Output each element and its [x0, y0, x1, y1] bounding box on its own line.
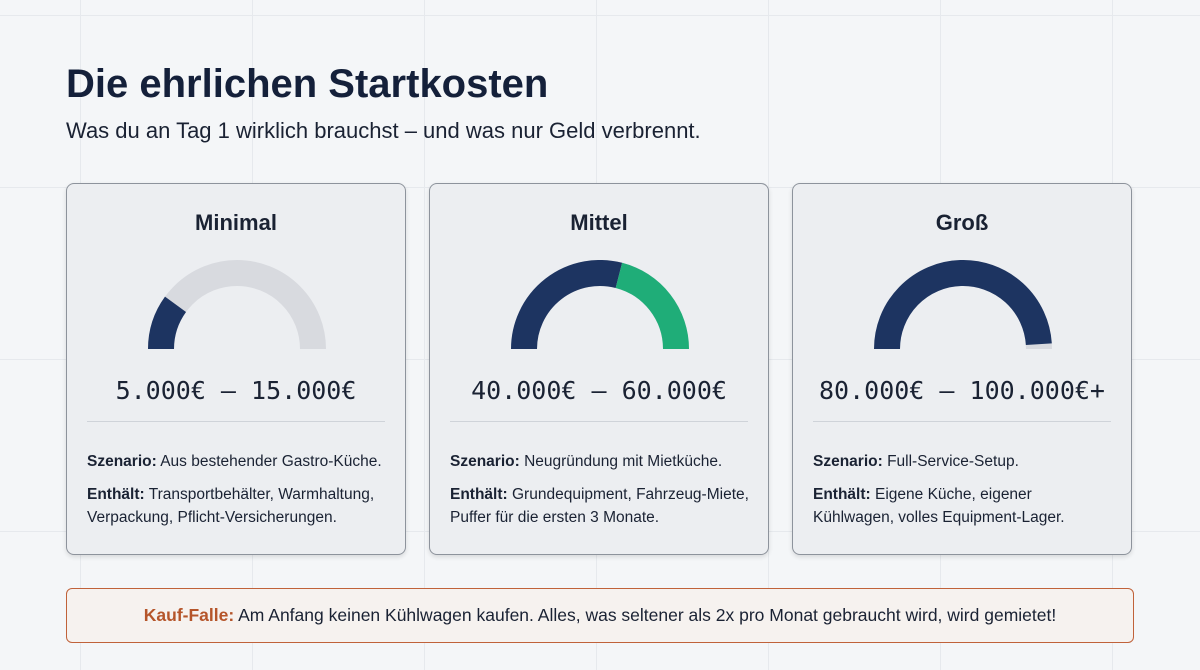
card-title: Minimal — [195, 210, 277, 235]
callout: Kauf-Falle: Am Anfang keinen Kühlwagen k… — [66, 588, 1134, 643]
contents-label: Enthält: — [87, 486, 145, 503]
card-title: Groß — [935, 210, 989, 235]
callout-label: Kauf-Falle: — [143, 605, 235, 625]
scenario-text: Neugründung mit Mietküche. — [524, 453, 723, 470]
scenario-text: Aus bestehender Gastro-Küche. — [160, 453, 382, 470]
scenario-text: Full-Service-Setup. — [887, 453, 1019, 470]
subtitle: Was du an Tag 1 wirklich brauchst – und … — [66, 118, 701, 143]
scenario-label: Szenario: — [450, 453, 520, 470]
contents-text: Grundequipment, Fahrzeug-Miete, Puffer f… — [450, 486, 749, 526]
gauge-segment — [615, 262, 689, 350]
contents-text: Transportbehälter, Warmhaltung, Verpacku… — [87, 486, 375, 526]
gauge — [148, 260, 326, 350]
contents-text: Eigene Küche, eigener Kühlwagen, volles … — [813, 486, 1065, 526]
gauge-segment — [148, 296, 187, 350]
cost-range: 40.000€ – 60.000€ — [471, 376, 727, 405]
contents: Enthält: Transportbehälter, Warmhaltung,… — [87, 483, 389, 529]
title: Die ehrlichen Startkosten — [66, 62, 549, 106]
cost-range: 80.000€ – 100.000€+ — [819, 376, 1105, 405]
contents: Enthält: Grundequipment, Fahrzeug-Miete,… — [450, 483, 752, 529]
scenario: Szenario: Neugründung mit Mietküche. — [450, 450, 752, 473]
scenario: Szenario: Aus bestehender Gastro-Küche. — [87, 450, 389, 473]
divider — [450, 421, 748, 422]
callout-text: Am Anfang keinen Kühlwagen kaufen. Alles… — [238, 605, 1057, 625]
contents-label: Enthält: — [813, 486, 871, 503]
card: Minimal 5.000€ – 15.000€ Szenario: Aus bes… — [66, 183, 406, 555]
card: Mittel 40.000€ – 60.000€ Szenario: Neugrün… — [429, 183, 769, 555]
card: Groß 80.000€ – 100.000€+ Szenario: Full-Se… — [792, 183, 1132, 555]
gauge — [874, 260, 1052, 350]
divider — [87, 421, 385, 422]
gauge-segment — [511, 260, 623, 350]
scenario-label: Szenario: — [87, 453, 157, 470]
card-title: Mittel — [570, 210, 628, 235]
gauge — [511, 260, 689, 350]
contents-label: Enthält: — [450, 486, 508, 503]
cost-range: 5.000€ – 15.000€ — [115, 376, 357, 405]
scenario-label: Szenario: — [813, 453, 883, 470]
scenario: Szenario: Full-Service-Setup. — [813, 450, 1115, 473]
divider — [813, 421, 1111, 422]
contents: Enthält: Eigene Küche, eigener Kühlwagen… — [813, 483, 1115, 529]
gauge-segment — [874, 260, 1052, 350]
